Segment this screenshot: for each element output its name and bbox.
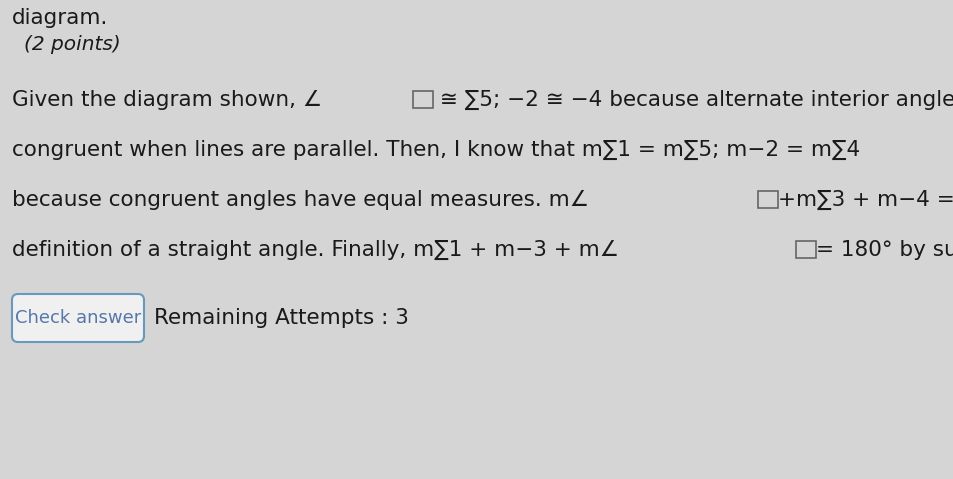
Bar	[757, 191, 777, 208]
Text: because congruent angles have equal measures. m∠: because congruent angles have equal meas…	[12, 190, 588, 210]
Text: definition of a straight angle. Finally, m∑1 + m−3 + m∠: definition of a straight angle. Finally,…	[12, 240, 618, 260]
Text: diagram.: diagram.	[12, 8, 109, 28]
FancyBboxPatch shape	[12, 294, 144, 342]
Text: Check answer: Check answer	[15, 309, 141, 327]
Text: = 180° by substitution.: = 180° by substitution.	[816, 240, 953, 260]
Text: +m∑3 + m−4 = 180° by the: +m∑3 + m−4 = 180° by the	[777, 190, 953, 210]
Text: Remaining Attempts : 3: Remaining Attempts : 3	[153, 308, 409, 328]
Text: (2 points): (2 points)	[24, 35, 121, 54]
Text: Given the diagram shown, ∠: Given the diagram shown, ∠	[12, 90, 322, 110]
Text: ≅ ∑5; −2 ≅ −4 because alternate interior angles are: ≅ ∑5; −2 ≅ −4 because alternate interior…	[433, 90, 953, 110]
Bar	[796, 241, 816, 258]
Bar	[413, 91, 433, 108]
Text: congruent when lines are parallel. Then, I know that m∑1 = m∑5; m−2 = m∑4: congruent when lines are parallel. Then,…	[12, 140, 860, 160]
